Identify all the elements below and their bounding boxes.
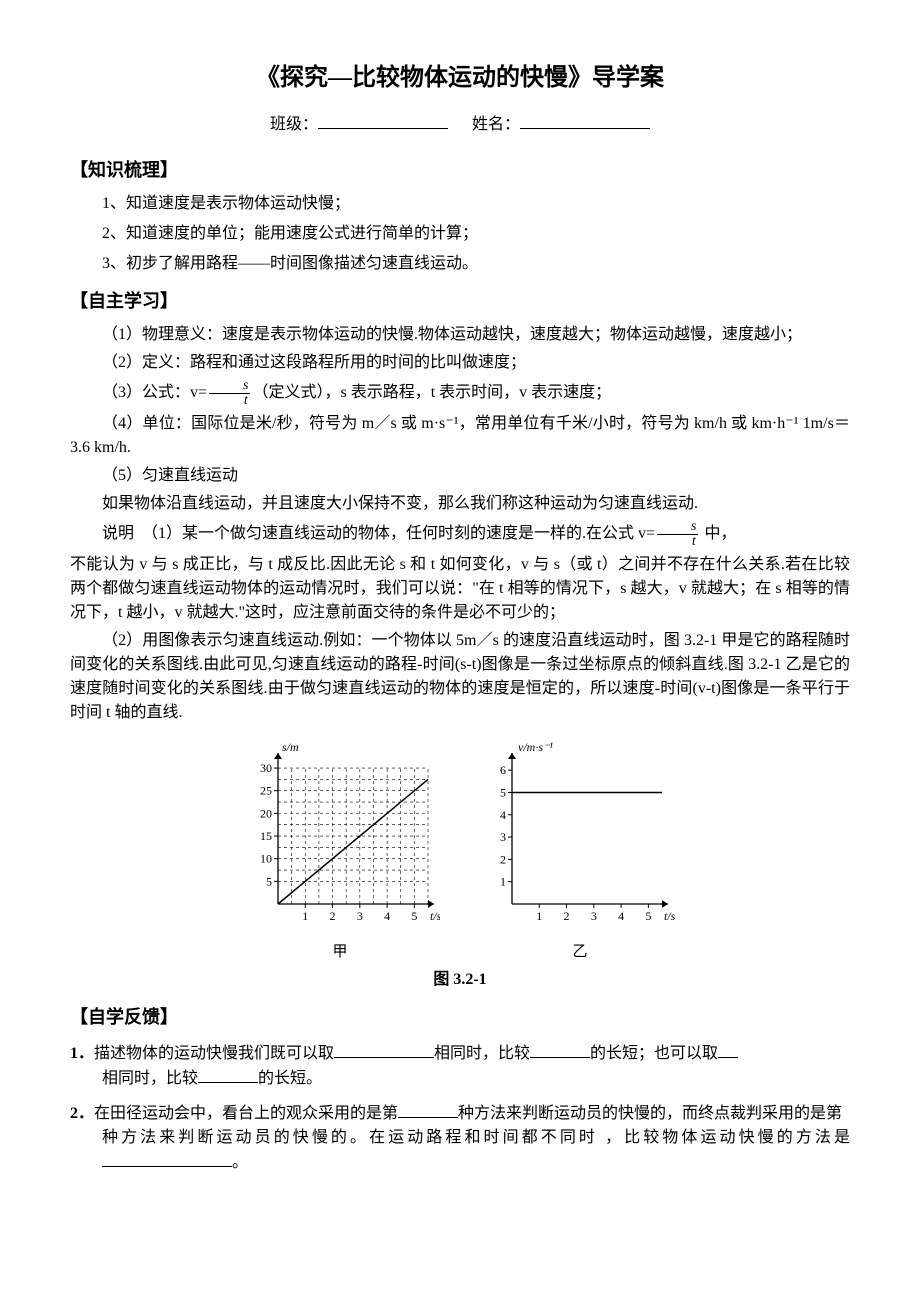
svg-text:1: 1 (536, 909, 542, 923)
svg-text:4: 4 (500, 808, 506, 822)
name-blank[interactable] (520, 112, 650, 129)
vt-chart-svg: 1 2 3 4 5 1 2 3 4 5 6 v/m·s⁻¹ t/s (480, 739, 680, 929)
list-item: 2、知道速度的单位；能用速度公式进行简单的计算； (102, 222, 850, 246)
q2-line2: 种方法来判断运动员的快慢的。在运动路程和时间都不同时 ，比较物体运动快慢的方法是… (102, 1126, 850, 1175)
svg-text:s/m: s/m (282, 740, 299, 754)
list-item: 1、知道速度是表示物体运动快慢； (102, 192, 850, 216)
text: 相同时，比较 (102, 1070, 198, 1087)
svg-text:20: 20 (260, 806, 272, 820)
svg-text:15: 15 (260, 829, 272, 843)
list-item: 3、初步了解用路程——时间图像描述匀速直线运动。 (102, 252, 850, 276)
question-list: 1．描述物体的运动快慢我们既可以取相同时，比较的长短；也可以取 相同时，比较的长… (70, 1041, 850, 1175)
section-knowledge-head: 【知识梳理】 (70, 157, 850, 184)
svg-text:5: 5 (411, 909, 417, 923)
svg-text:30: 30 (260, 761, 272, 775)
svg-text:t/s: t/s (430, 909, 440, 923)
charts-row: 1 2 3 4 5 5 10 15 20 25 30 s/m t/s 甲 1 2 3 4 5 1 2 3 4 5 6 v/m·… (70, 739, 850, 964)
question-2: 2．在田径运动会中，看台上的观众采用的是第 种方法来判断运动员的快慢的，而终点裁判… (70, 1101, 850, 1175)
text: （5）匀速直线运动 (102, 467, 238, 484)
blank[interactable] (102, 1150, 232, 1167)
svg-text:5: 5 (500, 785, 506, 799)
text: 相同时，比较 (434, 1045, 530, 1062)
chart-right-caption: 乙 (480, 941, 680, 964)
st-chart-svg: 1 2 3 4 5 5 10 15 20 25 30 s/m t/s (240, 739, 440, 929)
meta-line: 班级： 姓名： (70, 112, 850, 137)
svg-text:2: 2 (500, 852, 506, 866)
text: 种方法来判断运动员的快慢的，而终点裁判采用的是第 (458, 1105, 842, 1122)
frac-num: s (657, 520, 698, 535)
svg-text:3: 3 (357, 909, 363, 923)
text: （4）单位：国际位是米/秒，符号为 m／s 或 m·s⁻¹，常用单位有千米/小时… (70, 415, 850, 456)
text: （2）定义：路程和通过这段路程所用的时间的比叫做速度； (102, 354, 526, 371)
blank[interactable] (530, 1041, 590, 1058)
blank[interactable] (198, 1066, 258, 1083)
svg-text:1: 1 (302, 909, 308, 923)
text: 的长短。 (258, 1070, 322, 1087)
text: 的长短；也可以取 (590, 1045, 718, 1062)
text: 在田径运动会中，看台上的观众采用的是第 (94, 1105, 398, 1122)
para: （3）公式：v=st（定义式），s 表示路程，t 表示时间，v 表示速度； (70, 379, 850, 408)
class-label: 班级： (270, 116, 318, 133)
section-feedback-head: 【自学反馈】 (70, 1004, 850, 1031)
fraction: st (657, 520, 698, 549)
page-title: 《探究—比较物体运动的快慢》导学案 (70, 60, 850, 96)
frac-num: s (209, 379, 250, 394)
text: 如果物体沿直线运动，并且速度大小保持不变，那么我们称这种运动为匀速直线运动. (102, 495, 698, 512)
frac-den: t (209, 394, 250, 408)
svg-text:10: 10 (260, 852, 272, 866)
blank[interactable] (334, 1041, 434, 1058)
class-blank[interactable] (318, 112, 448, 129)
svg-text:4: 4 (618, 909, 624, 923)
blank[interactable] (398, 1101, 458, 1118)
text: 不能认为 v 与 s 成正比，与 t 成反比.因此无论 s 和 t 如何变化，v… (70, 556, 850, 621)
svg-text:v/m·s⁻¹: v/m·s⁻¹ (518, 740, 553, 754)
para: 说明 （1）某一个做匀速直线运动的物体，任何时刻的速度是一样的.在公式 v=st… (70, 520, 850, 549)
chart-left-caption: 甲 (240, 941, 440, 964)
name-label: 姓名： (472, 116, 520, 133)
svg-text:5: 5 (645, 909, 651, 923)
text: 描述物体的运动快慢我们既可以取 (94, 1045, 334, 1062)
svg-text:2: 2 (564, 909, 570, 923)
chart-left: 1 2 3 4 5 5 10 15 20 25 30 s/m t/s 甲 (240, 739, 440, 964)
para: （2）用图像表示匀速直线运动.例如：一个物体以 5m／s 的速度沿直线运动时，图… (70, 629, 850, 725)
q1-label: 1． (70, 1045, 94, 1062)
svg-text:4: 4 (384, 909, 390, 923)
q2-label: 2． (70, 1105, 94, 1122)
text: （定义式），s 表示路程，t 表示时间，v 表示速度； (252, 384, 611, 401)
svg-text:t/s: t/s (664, 909, 676, 923)
svg-text:1: 1 (500, 875, 506, 889)
fraction: st (209, 379, 250, 408)
svg-text:3: 3 (591, 909, 597, 923)
svg-text:25: 25 (260, 784, 272, 798)
svg-text:5: 5 (266, 874, 272, 888)
text: （3）公式：v= (102, 384, 207, 401)
text: 中， (700, 525, 736, 542)
section-selfstudy-head: 【自主学习】 (70, 288, 850, 315)
text: 。 (232, 1154, 248, 1171)
para: （2）定义：路程和通过这段路程所用的时间的比叫做速度； (70, 351, 850, 375)
text: 说明 （1）某一个做匀速直线运动的物体，任何时刻的速度是一样的.在公式 v= (102, 525, 655, 542)
text: （1）物理意义：速度是表示物体运动的快慢.物体运动越快，速度越大；物体运动越慢，… (102, 326, 802, 343)
para: 如果物体沿直线运动，并且速度大小保持不变，那么我们称这种运动为匀速直线运动. (70, 492, 850, 516)
q1-line2: 相同时，比较 的长短。 (102, 1066, 850, 1091)
para: 不能认为 v 与 s 成正比，与 t 成反比.因此无论 s 和 t 如何变化，v… (70, 553, 850, 625)
text: 种方法来判断运动员的快慢的。在运动路程和时间都不同时 ，比较物体运动快慢的方法是 (102, 1129, 850, 1146)
blank[interactable] (718, 1041, 738, 1058)
frac-den: t (657, 535, 698, 549)
question-1: 1．描述物体的运动快慢我们既可以取相同时，比较的长短；也可以取 相同时，比较的长… (70, 1041, 850, 1091)
text: （2）用图像表示匀速直线运动.例如：一个物体以 5m／s 的速度沿直线运动时，图… (70, 632, 850, 721)
para: （1）物理意义：速度是表示物体运动的快慢.物体运动越快，速度越大；物体运动越慢，… (70, 323, 850, 347)
para: （4）单位：国际位是米/秒，符号为 m／s 或 m·s⁻¹，常用单位有千米/小时… (70, 412, 850, 460)
figure-caption: 图 3.2-1 (70, 968, 850, 992)
chart-right: 1 2 3 4 5 1 2 3 4 5 6 v/m·s⁻¹ t/s 乙 (480, 739, 680, 964)
svg-text:2: 2 (330, 909, 336, 923)
svg-text:3: 3 (500, 830, 506, 844)
para: （5）匀速直线运动 (70, 464, 850, 488)
svg-text:6: 6 (500, 763, 506, 777)
